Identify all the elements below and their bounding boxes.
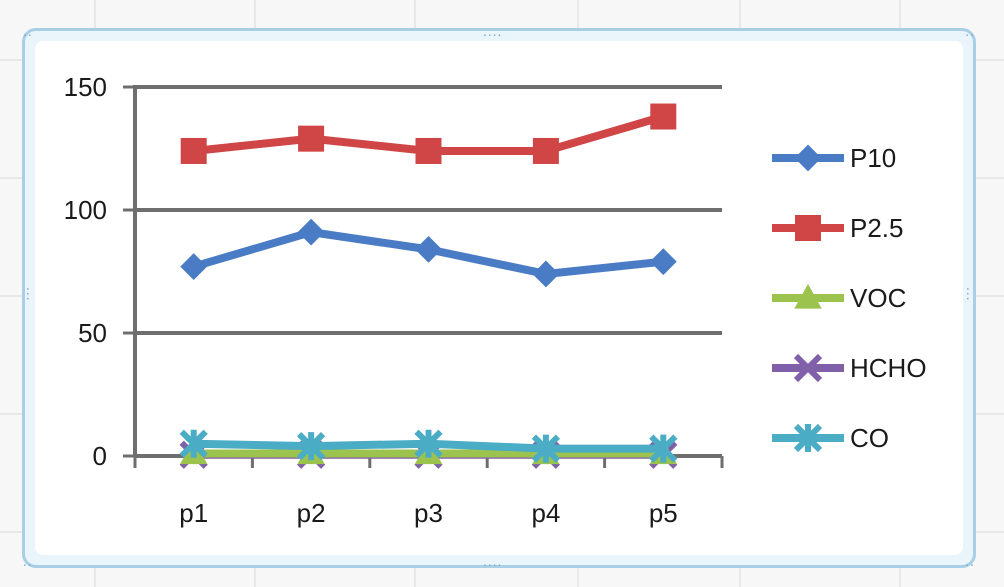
data-point-p25	[532, 137, 559, 164]
x-tick-label: p2	[297, 498, 326, 528]
legend-label: P10	[850, 143, 896, 173]
legend-label: HCHO	[850, 353, 927, 383]
legend-marker	[793, 353, 823, 383]
data-point-p10	[532, 260, 560, 288]
legend-marker	[795, 215, 821, 241]
data-point-co	[414, 429, 443, 458]
data-point-co	[296, 432, 326, 461]
data-point-p10	[415, 235, 442, 263]
data-point-p10	[180, 253, 208, 280]
resize-handle-left[interactable]: ∙∙∙	[21, 287, 37, 302]
x-tick-label: p5	[649, 498, 678, 528]
resize-handle-top-left[interactable]: ∙∙	[23, 26, 33, 42]
y-tick-label: 150	[64, 72, 107, 102]
legend-marker	[793, 423, 823, 453]
legend-marker	[794, 144, 822, 172]
resize-handle-top[interactable]: ∙∙∙∙	[483, 26, 503, 42]
data-point-p10	[297, 218, 325, 246]
x-tick-label: p3	[414, 498, 443, 528]
y-tick-label: 50	[78, 318, 107, 348]
y-tick-label: 100	[64, 195, 107, 225]
resize-handle-top-right[interactable]: ∙∙	[965, 26, 975, 42]
y-tick-label: 0	[93, 441, 107, 471]
legend-label: P2.5	[850, 213, 904, 243]
legend-label: VOC	[850, 283, 906, 313]
resize-handle-bottom-right[interactable]: ∙∙	[965, 556, 975, 572]
legend-label: CO	[850, 423, 889, 453]
x-tick-label: p1	[179, 498, 208, 528]
resize-handle-bottom-left[interactable]: ∙∙	[23, 556, 33, 572]
data-point-co	[531, 434, 561, 463]
legend-marker	[794, 283, 822, 309]
resize-handle-right[interactable]: ∙∙∙	[961, 287, 977, 302]
data-point-p25	[415, 137, 442, 164]
data-point-p25	[298, 125, 325, 152]
data-point-co	[649, 434, 678, 463]
x-tick-label: p4	[531, 498, 560, 528]
resize-handle-bottom[interactable]: ∙∙∙∙	[483, 556, 503, 572]
data-point-p10	[649, 248, 677, 276]
data-point-p25	[180, 137, 207, 164]
data-point-p25	[650, 103, 677, 130]
data-point-co	[179, 429, 208, 458]
